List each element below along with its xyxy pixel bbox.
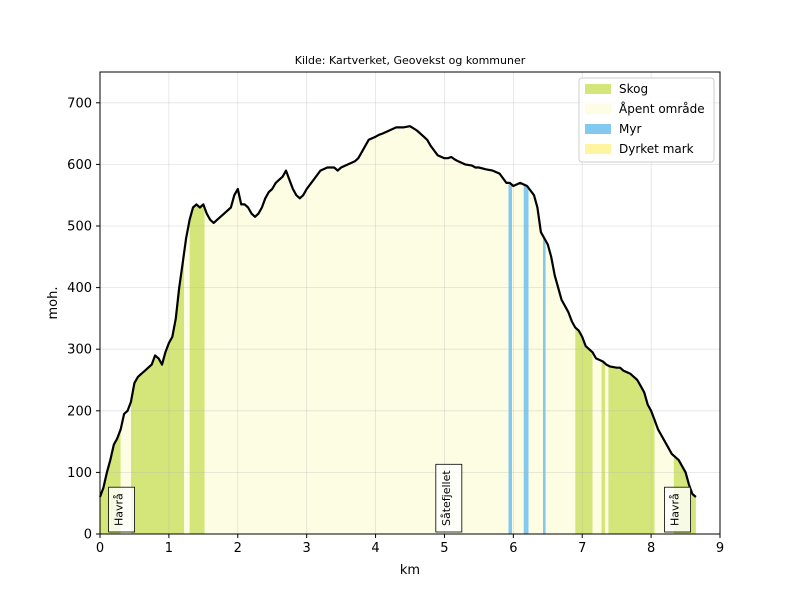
legend-label-apent: Åpent område	[619, 101, 705, 116]
y-tick-label: 700	[67, 96, 92, 111]
landcover-skog-segment	[575, 327, 593, 534]
legend-swatch-apent	[585, 104, 611, 114]
legend-label-myr: Myr	[619, 122, 641, 136]
x-tick-label: 4	[371, 541, 379, 556]
plot-frame	[99, 71, 721, 535]
place-label-box	[108, 486, 135, 533]
elevation-line	[98, 125, 697, 498]
landcover-skog-segment	[189, 204, 205, 534]
landcover-apent-segment	[528, 187, 543, 535]
y-tick-label: 200	[67, 404, 92, 419]
landcover-apent-segment	[545, 240, 576, 535]
landcover-skog-segment	[608, 365, 655, 534]
y-tick-label: 500	[67, 220, 92, 235]
landcover-myr-segment	[543, 235, 546, 534]
x-tick-label: 3	[303, 541, 311, 556]
legend: Skog Åpent område Myr Dyrket mark	[578, 77, 715, 163]
legend-swatch-myr	[585, 124, 611, 134]
x-tick-label: 1	[165, 541, 173, 556]
landcover-myr-segment	[523, 184, 529, 534]
place-label-box	[435, 463, 463, 533]
place-labels: Havrå Såtefjellet Havrå	[108, 463, 691, 533]
y-tick-label: 0	[84, 528, 92, 543]
x-axis-ticks: 0 1 2 3 4 5 6 7 8 9	[96, 534, 724, 556]
landcover-skog-segment	[131, 253, 184, 534]
x-axis-label: km	[400, 563, 420, 578]
legend-label-dyrket: Dyrket mark	[619, 142, 694, 156]
place-label: Såtefjellet	[440, 470, 453, 526]
y-axis-label: moh.	[46, 287, 61, 320]
chart-title: Kilde: Kartverket, Geovekst og kommuner	[295, 54, 526, 67]
landcover-apent-segment	[512, 182, 524, 534]
landcover-apent-segment	[204, 126, 509, 534]
landcover-skog-segment	[601, 360, 605, 534]
y-tick-label: 600	[67, 158, 92, 173]
x-tick-label: 5	[440, 541, 448, 556]
y-axis-ticks: 0 100 200 300 400 500 600 700	[67, 96, 100, 543]
landcover-myr-segment	[508, 182, 512, 534]
x-tick-label: 0	[96, 541, 104, 556]
x-tick-label: 8	[647, 541, 655, 556]
place-label: Havrå	[113, 493, 126, 526]
landcover-apent-segment	[184, 219, 190, 535]
legend-swatch-skog	[585, 84, 611, 94]
legend-frame	[578, 77, 715, 163]
x-tick-label: 2	[234, 541, 242, 556]
legend-swatch-dyrket	[585, 144, 611, 154]
landcover-apent-segment	[605, 363, 609, 534]
x-tick-label: 9	[716, 541, 724, 556]
y-tick-label: 300	[67, 343, 92, 358]
y-tick-label: 400	[67, 281, 92, 296]
x-tick-label: 7	[578, 541, 586, 556]
place-label: Havrå	[669, 493, 682, 526]
y-tick-label: 100	[67, 466, 92, 481]
x-tick-label: 6	[509, 541, 517, 556]
landcover-apent-segment	[592, 352, 602, 534]
landcover-fills	[100, 126, 696, 535]
place-label-box	[664, 486, 691, 533]
legend-label-skog: Skog	[619, 82, 648, 96]
